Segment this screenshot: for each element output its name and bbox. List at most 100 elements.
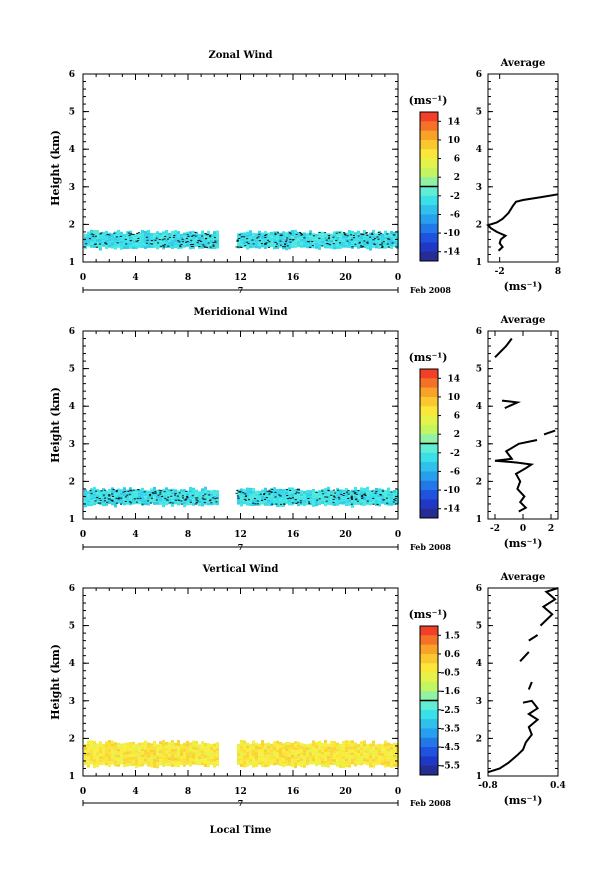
heatmap-cell xyxy=(126,492,129,496)
contour-speck xyxy=(145,236,148,238)
heatmap-cell xyxy=(126,757,129,761)
heatmap-cell xyxy=(288,246,291,250)
contour-speck xyxy=(257,503,260,505)
contour-speck xyxy=(274,241,277,243)
heatmap-cell xyxy=(105,741,108,745)
heatmap-cell xyxy=(324,763,327,767)
heatmap-cell xyxy=(150,764,153,768)
heatmap-cell xyxy=(342,740,345,744)
heatmap-cell xyxy=(354,232,357,236)
contour-speck xyxy=(335,232,338,234)
heatmap-cell xyxy=(375,747,378,751)
heatmap-cell xyxy=(390,755,393,759)
heatmap-cell xyxy=(384,230,387,234)
heatmap-cell xyxy=(327,489,330,493)
contour-speck xyxy=(160,490,163,492)
heatmap-cell xyxy=(315,236,318,240)
heatmap-cell xyxy=(210,755,213,759)
heatmap-cell xyxy=(120,237,123,241)
heatmap-cell xyxy=(162,489,165,493)
heatmap-cell xyxy=(336,242,339,246)
contour-speck xyxy=(387,246,390,248)
heatmap-cell xyxy=(156,744,159,748)
contour-speck xyxy=(182,241,185,243)
heatmap-cell xyxy=(171,503,174,507)
heatmap-cell xyxy=(258,755,261,759)
heatmap-cell xyxy=(324,754,327,758)
contour-speck xyxy=(343,233,346,235)
heatmap-cell xyxy=(255,763,258,767)
heatmap-cell xyxy=(339,489,342,493)
heatmap-cell xyxy=(336,493,339,497)
contour-speck xyxy=(209,499,212,501)
heatmap-cell xyxy=(282,749,285,753)
contour-speck xyxy=(342,494,345,496)
colorbar-segment xyxy=(420,747,438,757)
profile-x-tick-label: -2 xyxy=(495,267,505,277)
contour-speck xyxy=(332,243,335,245)
heatmap-cell xyxy=(138,763,141,767)
contour-speck xyxy=(365,232,368,234)
heatmap-cell xyxy=(216,490,219,494)
heatmap-cell xyxy=(357,230,360,234)
heatmap-cell xyxy=(381,753,384,757)
date-day: 7 xyxy=(238,542,244,552)
heatmap-cell xyxy=(330,242,333,246)
heatmap-cell xyxy=(177,758,180,762)
heatmap-cell xyxy=(129,502,132,506)
heatmap-cell xyxy=(339,755,342,759)
heatmap-cell xyxy=(339,764,342,768)
heatmap-cell xyxy=(102,746,105,750)
heatmap-cell xyxy=(165,753,168,757)
contour-speck xyxy=(340,494,343,496)
heatmap-cell xyxy=(180,762,183,766)
contour-speck xyxy=(187,235,190,237)
heatmap-cell xyxy=(285,491,288,495)
contour-speck xyxy=(117,498,120,500)
contour-speck xyxy=(326,242,329,244)
contour-speck xyxy=(99,502,102,504)
heatmap-cell xyxy=(156,756,159,760)
contour-speck xyxy=(268,493,271,495)
heatmap-cell xyxy=(285,500,288,504)
contour-speck xyxy=(361,495,364,497)
heatmap-cell xyxy=(360,762,363,766)
heatmap-cell xyxy=(333,496,336,500)
heatmap-cell xyxy=(135,756,138,760)
heatmap-cell xyxy=(342,498,345,502)
heatmap-cell xyxy=(141,751,144,755)
heatmap-cell xyxy=(189,240,192,244)
x-tick-label: 8 xyxy=(185,273,191,283)
heatmap-cell xyxy=(303,238,306,242)
heatmap-cell xyxy=(282,755,285,759)
contour-speck xyxy=(366,500,369,502)
heatmap-cell xyxy=(177,493,180,497)
heatmap-cell xyxy=(255,493,258,497)
contour-speck xyxy=(168,236,171,238)
heatmap-cell xyxy=(165,744,168,748)
contour-speck xyxy=(299,231,302,233)
heatmap-cell xyxy=(309,502,312,506)
contour-speck xyxy=(361,495,364,497)
contour-speck xyxy=(275,503,278,505)
heatmap-cell xyxy=(267,763,270,767)
contour-speck xyxy=(133,498,136,500)
contour-speck xyxy=(111,493,114,495)
heatmap-cell xyxy=(321,763,324,767)
heatmap-cell xyxy=(198,242,201,246)
heatmap-cell xyxy=(243,746,246,750)
contour-speck xyxy=(338,498,341,500)
heatmap-cell xyxy=(147,502,150,506)
y-tick-label: 2 xyxy=(69,734,75,744)
heatmap-cell xyxy=(267,493,270,497)
heatmap-cell xyxy=(339,239,342,243)
heatmap-cell xyxy=(333,240,336,244)
heatmap-cell xyxy=(87,758,90,762)
heatmap-cell xyxy=(387,757,390,761)
heatmap-cell xyxy=(390,245,393,249)
heatmap-cell xyxy=(315,760,318,764)
heatmap-cell xyxy=(300,244,303,248)
heatmap-cell xyxy=(108,488,111,492)
contour-speck xyxy=(154,492,157,494)
